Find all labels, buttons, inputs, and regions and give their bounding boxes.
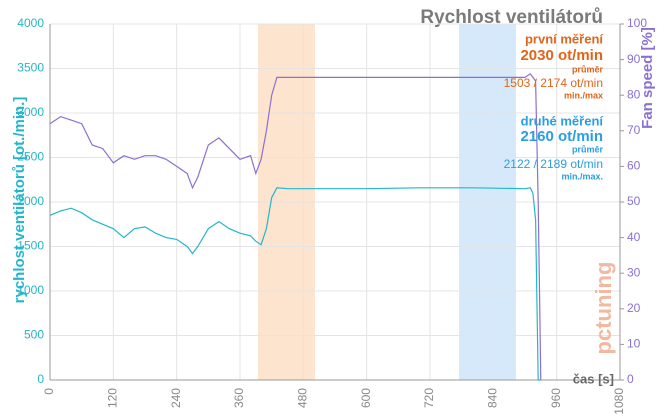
annotation: první měření bbox=[525, 31, 603, 46]
annotation: 1503 / 2174 ot/min bbox=[504, 76, 603, 90]
y-tick-label: 4000 bbox=[17, 16, 44, 30]
annotation: min./max. bbox=[561, 171, 603, 181]
x-tick-label: 1080 bbox=[612, 388, 626, 415]
x-tick-label: 120 bbox=[106, 388, 120, 408]
x-tick-label: 960 bbox=[549, 388, 563, 408]
x-tick-label: 360 bbox=[232, 388, 246, 408]
y2-tick-label: 50 bbox=[627, 194, 641, 208]
chart-title: Rychlost ventilátorů bbox=[420, 7, 603, 28]
annotation: 2160 ot/min bbox=[520, 128, 603, 145]
data-line bbox=[49, 72, 542, 381]
y-tick-label: 3500 bbox=[17, 61, 44, 75]
annotation: druhé měření bbox=[521, 113, 604, 128]
y-tick-label: 2000 bbox=[17, 194, 44, 208]
annotation: průměr bbox=[572, 64, 604, 74]
y2-tick-label: 70 bbox=[627, 123, 641, 137]
x-tick-label: 240 bbox=[169, 388, 183, 408]
y-tick-label: 3000 bbox=[17, 105, 44, 119]
y2-tick-label: 40 bbox=[627, 230, 641, 244]
annotation: 2122 / 2189 ot/min bbox=[504, 157, 603, 171]
y2-tick-label: 100 bbox=[627, 16, 647, 30]
annotation: min./max bbox=[564, 90, 603, 100]
y2-tick-label: 90 bbox=[627, 52, 641, 66]
y2-tick-label: 20 bbox=[627, 301, 641, 315]
x-tick-label: 720 bbox=[422, 388, 436, 408]
x-tick-label: 0 bbox=[42, 388, 56, 395]
data-line bbox=[49, 187, 541, 381]
annotation: průměr bbox=[572, 144, 604, 154]
y2-axis-label: Fan speed [%] bbox=[639, 27, 656, 129]
y-tick-label: 500 bbox=[24, 328, 44, 342]
y2-tick-label: 80 bbox=[627, 87, 641, 101]
x-tick-label: 840 bbox=[486, 388, 500, 408]
y-tick-label: 2500 bbox=[17, 150, 44, 164]
y-tick-label: 1000 bbox=[17, 283, 44, 297]
y2-tick-label: 10 bbox=[627, 337, 641, 351]
y-tick-label: 1500 bbox=[17, 239, 44, 253]
x-axis-label: čas [s] bbox=[573, 371, 614, 386]
watermark: pctuning bbox=[591, 262, 616, 355]
x-tick-label: 600 bbox=[359, 388, 373, 408]
annotation: 2030 ot/min bbox=[520, 47, 603, 64]
y2-tick-label: 60 bbox=[627, 159, 641, 173]
y2-tick-label: 30 bbox=[627, 265, 641, 279]
y2-tick-label: 0 bbox=[627, 372, 634, 386]
y-axis-label: rychlost ventilátorů [ot./min.] bbox=[11, 97, 28, 304]
x-tick-label: 480 bbox=[296, 388, 310, 408]
y-tick-label: 0 bbox=[37, 372, 44, 386]
